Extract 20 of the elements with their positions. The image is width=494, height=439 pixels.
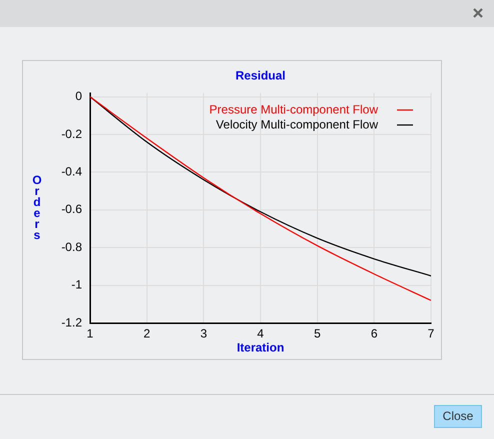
y-tick-label: -1.2: [61, 315, 82, 330]
legend-label: Velocity Multi-component Flow: [216, 117, 378, 132]
x-tick-label: 3: [200, 326, 208, 341]
y-tick-label: -0.6: [61, 202, 82, 216]
x-tick-label: 6: [370, 326, 378, 341]
x-tick-label: 1: [86, 326, 94, 341]
y-tick-label: 0: [75, 89, 82, 104]
x-tick-label: 2: [143, 326, 150, 341]
x-tick-label: 4: [257, 326, 264, 341]
y-tick-label: -0.8: [61, 240, 82, 254]
y-axis-title: Orders: [32, 172, 42, 242]
x-tick-label: 5: [314, 326, 321, 341]
y-tick-label: -0.4: [61, 164, 82, 178]
legend-label: Pressure Multi-component Flow: [209, 102, 378, 116]
y-tick-label: -0.2: [61, 126, 82, 141]
chart-title: Residual: [235, 68, 286, 82]
x-tick-label: 7: [428, 326, 435, 341]
x-axis-title: Iteration: [236, 340, 284, 354]
close-button: Close: [434, 405, 482, 428]
y-tick-label: -1: [71, 278, 82, 292]
